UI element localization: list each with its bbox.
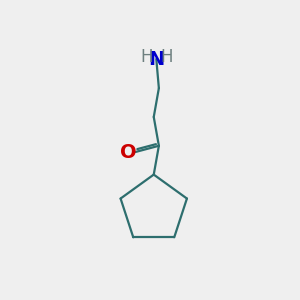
Text: N: N xyxy=(148,50,164,68)
Text: O: O xyxy=(120,143,137,162)
Text: H: H xyxy=(140,48,152,66)
Text: H: H xyxy=(160,48,172,66)
